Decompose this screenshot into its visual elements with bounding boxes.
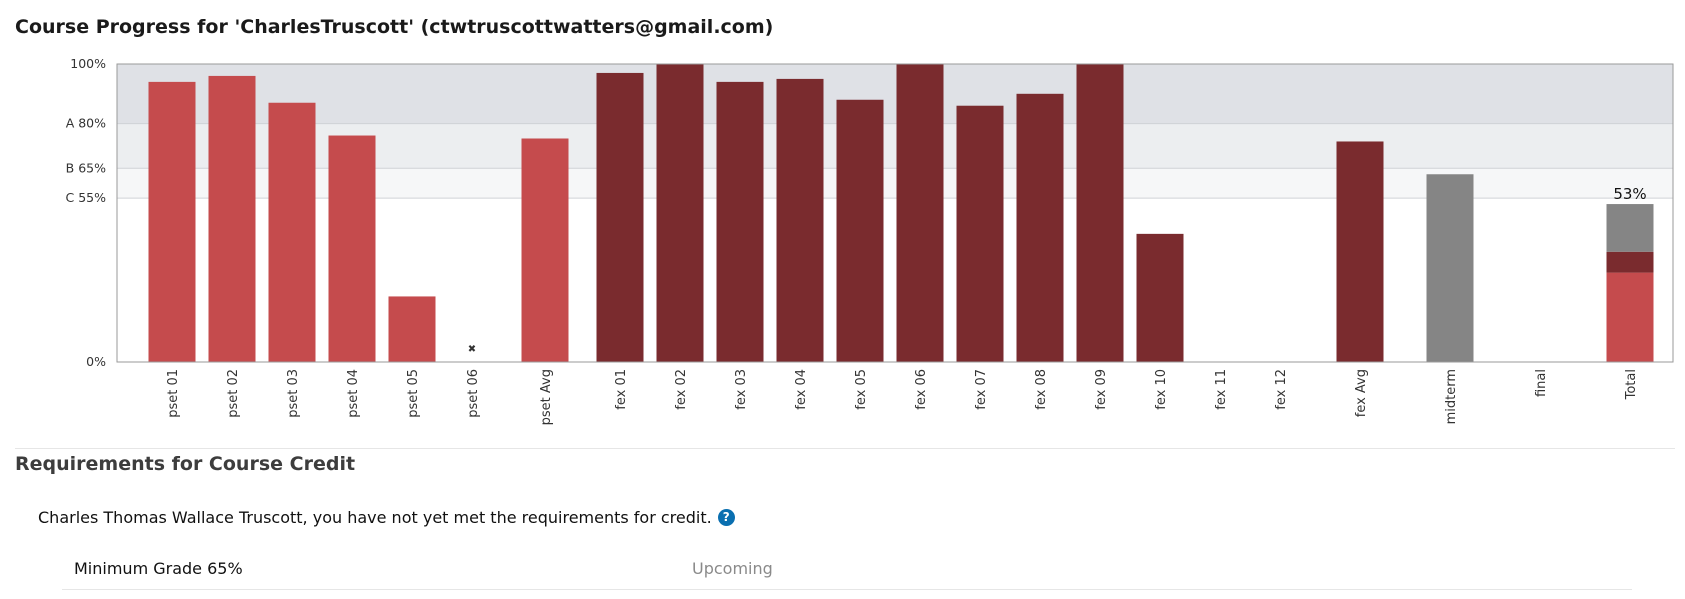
x-tick-label: fex 05 [854,369,869,410]
help-icon[interactable]: ? [717,509,735,526]
credit-status: Charles Thomas Wallace Truscott, you hav… [38,508,735,527]
x-tick-label: fex 02 [674,369,689,410]
x-tick-label: fex 09 [1094,369,1109,410]
x-tick-label: pset 02 [226,369,241,418]
requirement-name: Minimum Grade 65% [74,559,243,578]
bar [776,78,824,363]
x-tick-label: fex 06 [914,369,929,410]
requirements-title: Requirements for Course Credit [15,453,356,475]
y-tick-label: B 65% [66,160,106,175]
dropped-marker: ✖ [468,344,476,355]
x-tick-label: fex 12 [1274,369,1289,410]
bar [896,64,944,362]
total-value-label: 53% [1613,185,1646,203]
requirement-status: Upcoming [692,559,773,578]
plot-border [116,63,1674,363]
x-tick-label: pset 03 [286,369,301,418]
credit-status-text: Charles Thomas Wallace Truscott, you hav… [38,508,712,527]
x-tick-label: final [1534,369,1549,397]
total-segment [1606,251,1654,273]
bar [596,72,644,362]
y-tick-label: C 55% [66,190,107,205]
grade-band [117,64,1673,124]
x-tick-label: fex 11 [1214,369,1229,410]
grade-band [117,168,1673,199]
bar [148,81,196,362]
x-tick-label: fex 07 [974,369,989,410]
total-segment [1606,272,1654,362]
bar [208,75,256,363]
x-tick-label: pset 05 [406,369,421,418]
x-tick-label: pset Avg [539,369,554,425]
bar [1016,93,1064,363]
bar [1076,64,1124,362]
x-tick-label: Total [1624,369,1639,400]
x-tick-label: fex 03 [734,369,749,410]
bar [836,99,884,362]
bar [716,81,764,362]
x-tick-label: fex Avg [1354,369,1369,417]
requirement-row: Minimum Grade 65% Upcoming [62,547,1632,590]
y-tick-label: 100% [70,56,106,71]
total-segment [1606,204,1654,252]
bar [388,296,436,362]
section-divider [15,448,1675,449]
bar [328,135,376,362]
x-tick-label: midterm [1444,369,1459,424]
grade-band [117,123,1673,169]
page-title: Course Progress for 'CharlesTruscott' (c… [15,16,774,38]
bar [1336,141,1384,362]
bar [521,138,569,362]
y-tick-label: A 80% [66,116,106,131]
bar [956,105,1004,362]
x-tick-label: fex 04 [794,369,809,410]
x-tick-label: fex 01 [614,369,629,410]
x-tick-label: pset 04 [346,369,361,418]
y-tick-label: 0% [86,354,106,369]
x-tick-label: fex 10 [1154,369,1169,410]
bar [268,102,316,363]
bar [1136,233,1184,362]
x-tick-label: fex 08 [1034,369,1049,410]
progress-chart: 100% A 80% B 65% C 55% 0% ✖ 53% pset 01 pset 02 p… [66,56,1674,425]
bar [1426,174,1474,362]
bar [656,64,704,362]
x-tick-label: pset 01 [166,369,181,418]
x-tick-label: pset 06 [466,369,481,418]
